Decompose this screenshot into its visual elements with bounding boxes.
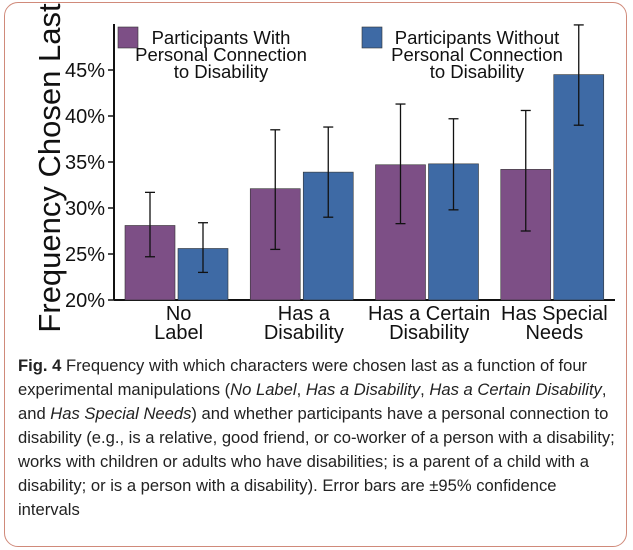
bars <box>124 74 605 301</box>
category-label: Needs <box>525 322 583 344</box>
legend-label: Personal Connection <box>391 44 563 65</box>
y-tick-label: 45% <box>65 60 105 82</box>
y-tick-label: 35% <box>65 152 105 174</box>
caption-text-5: ) and whether participants have a person… <box>18 404 615 519</box>
legend-label: to Disability <box>430 61 525 82</box>
caption-italic-3: Has a Certain Disability <box>429 380 602 399</box>
y-tick-label: 20% <box>65 290 105 312</box>
y-tick-label: 40% <box>65 106 105 128</box>
legend-label: to Disability <box>174 61 269 82</box>
legend-swatch <box>117 26 139 49</box>
category-label: Disability <box>389 322 469 344</box>
legend-swatch <box>361 26 383 49</box>
caption-italic-4: Has Special Needs <box>50 404 192 423</box>
caption-label: Fig. 4 <box>18 356 62 375</box>
category-label: Label <box>154 322 203 344</box>
legend-label: Participants Without <box>395 27 560 48</box>
caption-text-2: , <box>296 380 306 399</box>
category-label: Has a <box>278 303 331 325</box>
caption-italic-2: Has a Disability <box>305 380 421 399</box>
legend-label: Personal Connection <box>135 44 307 65</box>
caption-text-4: , and <box>18 380 607 423</box>
category-label: No <box>166 303 192 325</box>
error-bars <box>145 24 584 274</box>
category-label: Has Special <box>501 303 608 325</box>
caption-text-3: , <box>420 380 430 399</box>
legend-label: Participants With <box>152 27 291 48</box>
y-tick-label: 30% <box>65 198 105 220</box>
category-label: Disability <box>264 322 344 344</box>
y-axis-label: Frequency Chosen Last <box>32 3 67 333</box>
category-label: Has a Certain <box>368 303 490 325</box>
caption-text-1: Frequency with which characters were cho… <box>18 356 588 399</box>
y-tick-label: 25% <box>65 244 105 266</box>
figure-caption: Fig. 4 Frequency with which characters w… <box>18 354 618 522</box>
caption-italic-1: No Label <box>230 380 297 399</box>
